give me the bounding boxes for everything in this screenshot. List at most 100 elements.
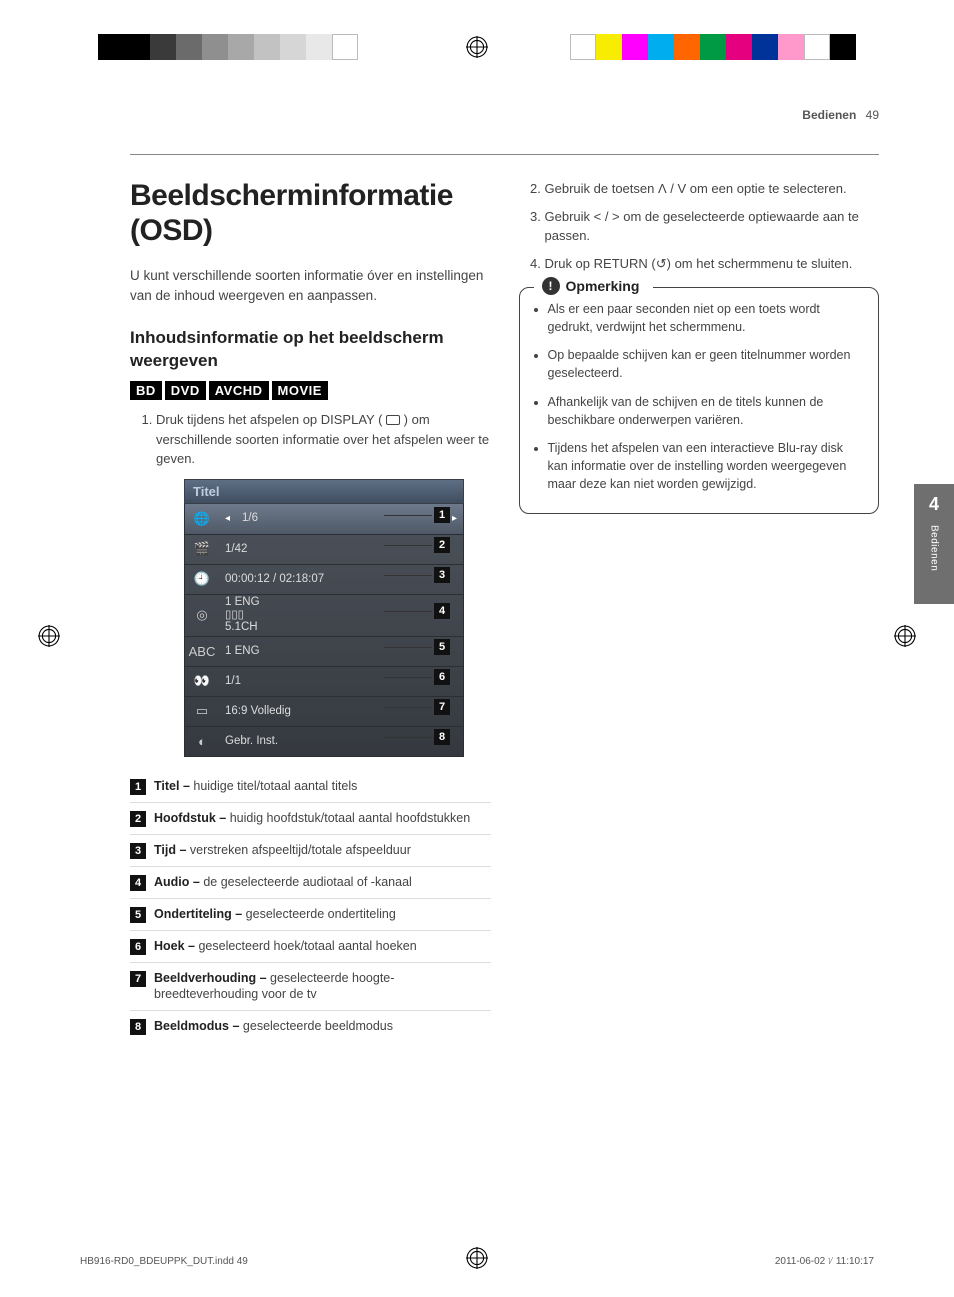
arrow-left-icon: ◂: [219, 513, 236, 524]
format-badge: AVCHD: [209, 381, 269, 400]
legend-number: 6: [130, 939, 146, 955]
legend: 1 Titel – huidige titel/totaal aantal tit…: [130, 771, 491, 1043]
step-item: Druk op RETURN (↺) om het schermmenu te …: [545, 254, 880, 274]
osd-row-icon: ◎: [185, 607, 219, 623]
legend-text: Titel – huidige titel/totaal aantal tite…: [154, 778, 491, 795]
legend-row: 8 Beeldmodus – geselecteerde beeldmodus: [130, 1011, 491, 1042]
osd-row-icon: 🕘: [185, 571, 219, 587]
footer-filename: HB916-RD0_BDEUPPK_DUT.indd 49: [80, 1256, 248, 1267]
callout-number: 6: [434, 669, 450, 685]
header-rule: [130, 154, 879, 155]
osd-row-icon: 🎬: [185, 541, 219, 557]
osd-row-icon: ABC: [185, 644, 219, 659]
osd-row: ◐Gebr. Inst.: [185, 726, 463, 756]
print-footer: HB916-RD0_BDEUPPK_DUT.indd 49 2011-06-02…: [80, 1256, 874, 1267]
format-badge: BD: [130, 381, 162, 400]
note-item: Tijdens het afspelen van een interactiev…: [548, 439, 867, 493]
osd-row-icon: ▭: [185, 703, 219, 719]
swatch: [228, 34, 254, 60]
legend-text: Hoek – geselecteerd hoek/totaal aantal h…: [154, 938, 491, 955]
osd-row: ▭16:9 Volledig: [185, 696, 463, 726]
swatch: [804, 34, 830, 60]
callout-number: 2: [434, 537, 450, 553]
note-box: ! Opmerking Als er een paar seconden nie…: [519, 287, 880, 514]
legend-row: 1 Titel – huidige titel/totaal aantal tit…: [130, 771, 491, 803]
osd-row: 🕘00:00:12 / 02:18:07: [185, 564, 463, 594]
format-badges: BDDVDAVCHDMOVIE: [130, 381, 491, 400]
legend-number: 8: [130, 1019, 146, 1035]
legend-row: 4Audio – de geselecteerde audiotaal of -…: [130, 867, 491, 899]
swatch: [202, 34, 228, 60]
step-item: Gebruik < / > om de geselecteerde optiew…: [545, 207, 880, 246]
legend-text: Beeldverhouding – geselecteerde hoogte-b…: [154, 970, 491, 1004]
callout-number: 7: [434, 699, 450, 715]
osd-body: 🌐◂1/6▸🎬1/42🕘00:00:12 / 02:18:07 ◎1 ENG ▯▯…: [184, 504, 464, 757]
callout-number: 4: [434, 603, 450, 619]
legend-number: 7: [130, 971, 146, 987]
legend-text: Hoofdstuk – huidig hoofdstuk/totaal aant…: [154, 810, 491, 827]
swatch: [596, 34, 622, 60]
osd-row-value: 1 ENG ▯▯▯ 5.1CH: [219, 596, 463, 634]
callout-line: [384, 737, 432, 738]
osd-panel: Titel 🌐◂1/6▸🎬1/42🕘00:00:12 / 02:18:07 ◎1 …: [184, 479, 464, 757]
legend-text: Ondertiteling – geselecteerde ondertitel…: [154, 906, 491, 923]
registration-mark-icon: [466, 36, 488, 58]
callout-number: 8: [434, 729, 450, 745]
callout-line: [384, 545, 432, 546]
legend-row: 6 Hoek – geselecteerd hoek/totaal aantal …: [130, 931, 491, 963]
legend-number: 3: [130, 843, 146, 859]
osd-row-icon: 👀: [185, 673, 219, 689]
step-item: Gebruik de toetsen Ʌ / V om een optie te…: [545, 179, 880, 199]
step-1: Druk tijdens het afspelen op DISPLAY ( )…: [156, 410, 491, 469]
osd-row: 🎬1/42: [185, 534, 463, 564]
osd-row: ABC1 ENG: [185, 636, 463, 666]
page-title: Beeldscherminformatie (OSD): [130, 179, 491, 248]
osd-header: Titel: [184, 479, 464, 504]
legend-number: 1: [130, 779, 146, 795]
chapter-number: 4: [929, 494, 939, 515]
running-head-section: Bedienen: [802, 108, 856, 122]
swatch: [622, 34, 648, 60]
chapter-tab: 4 Bedienen: [914, 484, 954, 604]
legend-text: Beeldmodus – geselecteerde beeldmodus: [154, 1018, 491, 1035]
swatch: [778, 34, 804, 60]
callout-line: [384, 707, 432, 708]
swatch: [176, 34, 202, 60]
running-head-page: 49: [866, 108, 879, 122]
note-item: Op bepaalde schijven kan er geen titelnu…: [548, 346, 867, 382]
swatch: [648, 34, 674, 60]
swatch: [150, 34, 176, 60]
registration-mark-icon: [38, 625, 60, 647]
callout-number: 5: [434, 639, 450, 655]
osd-row-icon: ◐: [185, 734, 219, 749]
swatch: [306, 34, 332, 60]
steps-list-right: Gebruik de toetsen Ʌ / V om een optie te…: [519, 179, 880, 273]
legend-number: 2: [130, 811, 146, 827]
right-column: Gebruik de toetsen Ʌ / V om een optie te…: [519, 179, 880, 1042]
legend-row: 7 Beeldverhouding – geselecteerde hoogte-…: [130, 963, 491, 1012]
swatch: [98, 34, 124, 60]
swatch: [700, 34, 726, 60]
swatch: [124, 34, 150, 60]
legend-text: Audio – de geselecteerde audiotaal of -k…: [154, 874, 491, 891]
legend-row: 3Tijd – verstreken afspeeltijd/totale af…: [130, 835, 491, 867]
osd-row-icon: 🌐: [185, 511, 219, 527]
callout-number: 3: [434, 567, 450, 583]
swatch: [726, 34, 752, 60]
callout-line: [384, 575, 432, 576]
swatch: [332, 34, 358, 60]
note-heading: ! Opmerking: [534, 277, 654, 295]
print-colorbar-left: [98, 34, 358, 60]
callout-line: [384, 677, 432, 678]
section-heading: Inhoudsinformatie op het beeldscherm wee…: [130, 327, 491, 373]
legend-row: 2 Hoofdstuk – huidig hoofdstuk/totaal aan…: [130, 803, 491, 835]
running-head: Bedienen 49: [130, 108, 879, 128]
swatch: [674, 34, 700, 60]
note-item: Afhankelijk van de schijven en de titels…: [548, 393, 867, 429]
osd-row: 🌐◂1/6▸: [185, 504, 463, 534]
intro-paragraph: U kunt verschillende soorten informatie …: [130, 266, 491, 305]
steps-list-left: Druk tijdens het afspelen op DISPLAY ( )…: [130, 410, 491, 469]
note-label: Opmerking: [566, 278, 640, 294]
left-column: Beeldscherminformatie (OSD) U kunt versc…: [130, 179, 491, 1042]
note-list: Als er een paar seconden niet op een toe…: [532, 300, 867, 493]
